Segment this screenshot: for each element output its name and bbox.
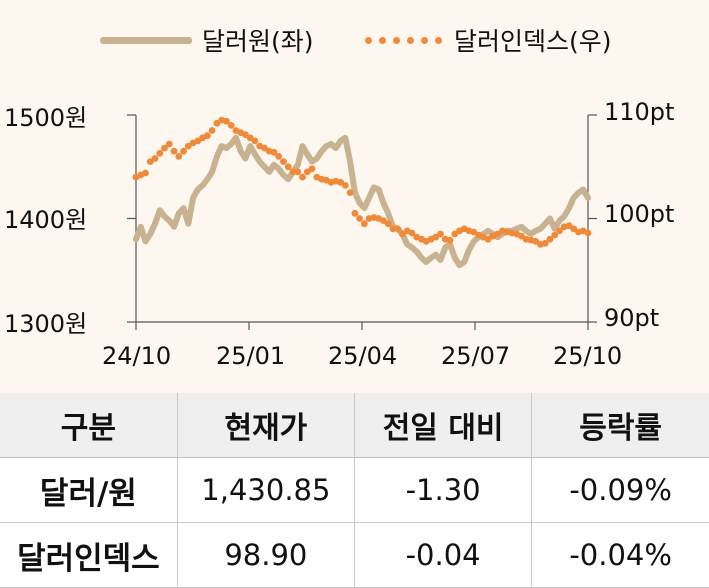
series-point-dollar-index xyxy=(408,229,416,237)
series-point-dollar-index xyxy=(346,189,354,197)
series-point-dollar-index xyxy=(180,147,188,155)
series-point-dollar-index xyxy=(380,217,387,225)
series-line-usdkrw xyxy=(133,134,591,269)
series-point-dollar-index xyxy=(541,239,549,247)
series-point-dollar-index xyxy=(584,229,592,237)
series-point-dollar-index xyxy=(556,227,563,235)
series-point-dollar-index xyxy=(494,230,501,238)
series-point-dollar-index xyxy=(280,158,287,166)
column-header: 등락률 xyxy=(531,393,709,458)
legend-dots-swatch xyxy=(365,36,442,44)
legend-item-usdkrw: 달러원(좌) xyxy=(100,22,314,58)
series-point-dollar-index xyxy=(142,169,149,177)
y-left-tick-1500: 1500원 xyxy=(4,104,88,132)
series-point-dollar-index xyxy=(204,132,211,140)
legend-label-usdkrw: 달러원(좌) xyxy=(202,27,314,56)
series-point-dollar-index xyxy=(151,155,159,162)
series-point-dollar-index xyxy=(384,220,392,228)
current-price-cell: 98.90 xyxy=(177,522,356,588)
series-point-dollar-index xyxy=(308,165,316,173)
change-cell: -1.30 xyxy=(354,457,533,523)
current-price-cell: 1,430.85 xyxy=(177,457,356,523)
series-point-dollar-index xyxy=(551,231,559,239)
series-point-dollar-index xyxy=(175,153,183,160)
legend-item-dollar-index: 달러인덱스(우) xyxy=(365,22,612,58)
series-point-dollar-index xyxy=(432,233,440,241)
series-point-dollar-index xyxy=(356,215,363,222)
y-right-tick-110: 110pt xyxy=(604,98,675,126)
table-row: 달러인덱스 98.90 -0.04 -0.04% xyxy=(0,522,709,588)
series-point-dollar-index xyxy=(361,220,368,228)
series-point-dollar-index xyxy=(299,173,306,181)
change-rate-cell: -0.04% xyxy=(531,522,709,588)
quote-table: 구분 현재가 전일 대비 등락률 달러/원 1,430.85 -1.30 -0.… xyxy=(0,393,709,588)
change-cell: -0.04 xyxy=(354,522,533,588)
chart-legend: 달러원(좌) 달러인덱스(우) xyxy=(0,22,709,62)
column-header: 구분 xyxy=(0,393,178,458)
series-point-dollar-index xyxy=(341,182,349,189)
series-point-dollar-index xyxy=(289,168,297,176)
series-point-dollar-index xyxy=(208,127,216,134)
series-point-dollar-index xyxy=(351,209,359,217)
legend-label-dollar-index: 달러인덱스(우) xyxy=(454,27,612,56)
x-tick-2504: 25/04 xyxy=(328,342,398,370)
series-point-dollar-index xyxy=(446,236,454,244)
series-point-dollar-index xyxy=(156,149,164,157)
chart-plot xyxy=(127,114,597,330)
series-point-dollar-index xyxy=(399,230,406,238)
series-point-dollar-index xyxy=(394,225,402,233)
column-header: 현재가 xyxy=(177,393,356,458)
legend-line-swatch xyxy=(100,36,192,44)
exchange-rate-chart: 달러원(좌) 달러인덱스(우) 1500원 1400원 1300원 110pt … xyxy=(0,22,709,370)
x-tick-2410: 24/10 xyxy=(102,342,172,370)
x-tick-2501: 25/01 xyxy=(216,342,286,370)
y-right-tick-90: 90pt xyxy=(604,304,660,332)
series-point-dollar-index xyxy=(161,144,168,152)
series-point-dollar-index xyxy=(184,142,192,150)
x-tick-2507: 25/07 xyxy=(441,342,511,370)
series-point-dollar-index xyxy=(227,122,235,129)
series-point-dollar-index xyxy=(284,163,292,171)
series-point-dollar-index xyxy=(165,140,173,148)
x-tick-2510: 25/10 xyxy=(553,342,623,370)
series-point-dollar-index xyxy=(275,153,283,160)
series-point-dollar-index xyxy=(389,225,397,233)
y-left-tick-1300: 1300원 xyxy=(4,310,88,338)
series-point-dollar-index xyxy=(251,137,259,145)
series-point-dollar-index xyxy=(270,148,278,156)
column-header: 전일 대비 xyxy=(354,393,533,458)
row-label: 달러/원 xyxy=(0,457,178,523)
series-point-dollar-index xyxy=(294,168,302,176)
y-left-tick-1400: 1400원 xyxy=(4,206,88,234)
row-label: 달러인덱스 xyxy=(0,522,178,588)
series-point-dollar-index xyxy=(470,228,478,236)
table-header-row: 구분 현재가 전일 대비 등락률 xyxy=(0,393,709,458)
y-right-tick-100: 100pt xyxy=(604,200,675,228)
series-point-dollar-index xyxy=(437,230,444,238)
change-rate-cell: -0.09% xyxy=(531,457,709,523)
series-point-dollar-index xyxy=(570,225,578,233)
series-point-dollar-index xyxy=(170,147,178,155)
series-point-dollar-index xyxy=(223,117,230,125)
series-point-dollar-index xyxy=(242,131,249,139)
series-point-dollar-index xyxy=(546,235,554,243)
table-row: 달러/원 1,430.85 -1.30 -0.09% xyxy=(0,457,709,523)
